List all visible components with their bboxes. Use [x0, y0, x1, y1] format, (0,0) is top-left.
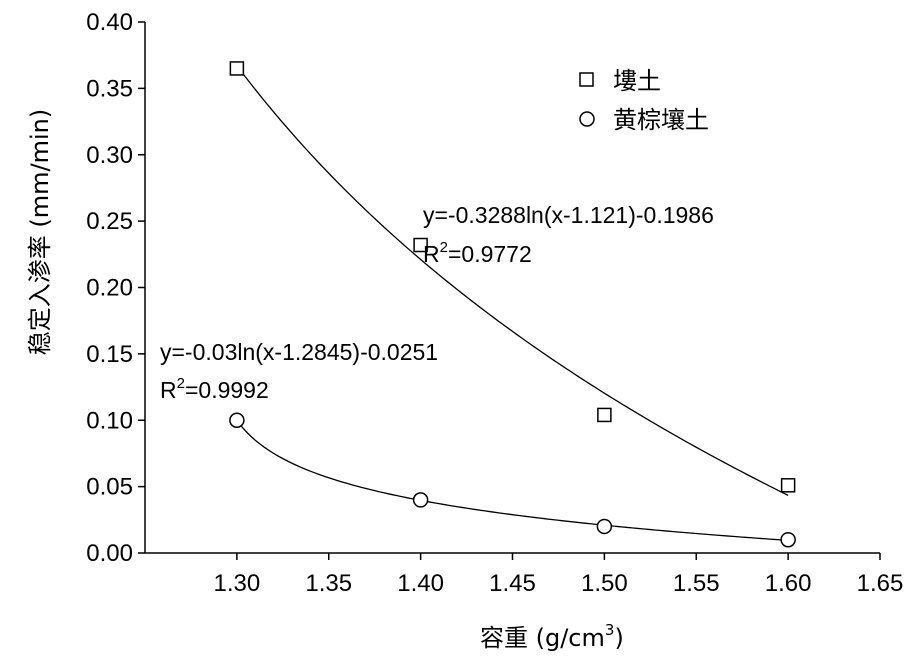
data-point-series-1 — [597, 407, 612, 423]
legend-label-series-1: 塿土 — [613, 67, 661, 95]
axes — [144, 22, 880, 554]
series-1-equation: y=-0.3288ln(x-1.121)-0.1986 — [423, 202, 714, 228]
y-tick-label: 0.40 — [86, 9, 133, 36]
series-2-r2-sup: 2 — [177, 375, 185, 392]
y-tick-label: 0.20 — [86, 275, 133, 302]
x-tick-label: 1.35 — [305, 570, 352, 597]
x-tick-label: 1.50 — [581, 570, 628, 597]
series-2-equation: y=-0.03ln(x-1.2845)-0.0251 — [160, 339, 438, 365]
data-point-series-2 — [596, 518, 613, 535]
x-ticks: 1.30 1.35 1.40 1.45 1.50 1.55 1.60 1.65 — [214, 553, 904, 597]
data-point-series-1 — [229, 61, 245, 76]
x-tick-label: 1.65 — [857, 570, 904, 597]
y-tick-label: 0.10 — [86, 407, 133, 434]
legend-label-series-2: 黄棕壤土 — [613, 106, 709, 134]
series-2-r2: R2=0.9992 — [160, 375, 269, 403]
y-tick-label: 0.15 — [86, 341, 133, 368]
y-tick-label: 0.30 — [86, 142, 133, 169]
series-1-r2-sup: 2 — [440, 239, 448, 256]
y-tick-label: 0.00 — [86, 540, 133, 567]
x-axis-title-main: 容重 (g/cm — [480, 624, 605, 652]
data-point-series-2 — [412, 492, 429, 508]
series-2-r2-value: =0.9992 — [185, 377, 269, 403]
x-tick-label: 1.30 — [214, 570, 261, 597]
x-axis-title-end: ) — [614, 624, 623, 652]
legend: 塿土 黄棕壤土 — [579, 67, 709, 134]
series-2-r2-prefix: R — [160, 377, 177, 403]
fit-curves — [236, 65, 789, 542]
y-tick-label: 0.05 — [86, 474, 133, 501]
x-tick-label: 1.55 — [673, 570, 720, 597]
data-point-series-1 — [780, 478, 796, 493]
x-axis-title-sup: 3 — [605, 621, 615, 639]
x-tick-label: 1.45 — [489, 570, 536, 597]
fit-curve-series-2 — [236, 419, 789, 542]
fit-curve-series-1 — [236, 65, 789, 496]
data-point-series-2 — [229, 412, 245, 428]
y-ticks: 0.00 0.05 0.10 0.15 0.20 0.25 0.30 0.35 0.40 — [86, 9, 145, 567]
legend-marker-circle — [579, 111, 595, 127]
legend-marker-square — [579, 72, 594, 87]
data-point-series-2 — [780, 531, 796, 548]
x-axis-title: 容重 (g/cm3) — [480, 621, 624, 652]
series-1-r2: R2=0.9772 — [423, 239, 532, 267]
data-point-series-1 — [413, 237, 428, 253]
x-tick-label: 1.60 — [765, 570, 812, 597]
y-axis-title: 稳定入渗率 (mm/min) — [26, 109, 54, 355]
y-tick-label: 0.25 — [86, 208, 133, 235]
markers — [229, 61, 796, 548]
series-1-r2-prefix: R — [423, 241, 440, 267]
y-tick-label: 0.35 — [86, 75, 133, 102]
x-tick-label: 1.40 — [397, 570, 444, 597]
series-1-r2-value: =0.9772 — [448, 241, 532, 267]
